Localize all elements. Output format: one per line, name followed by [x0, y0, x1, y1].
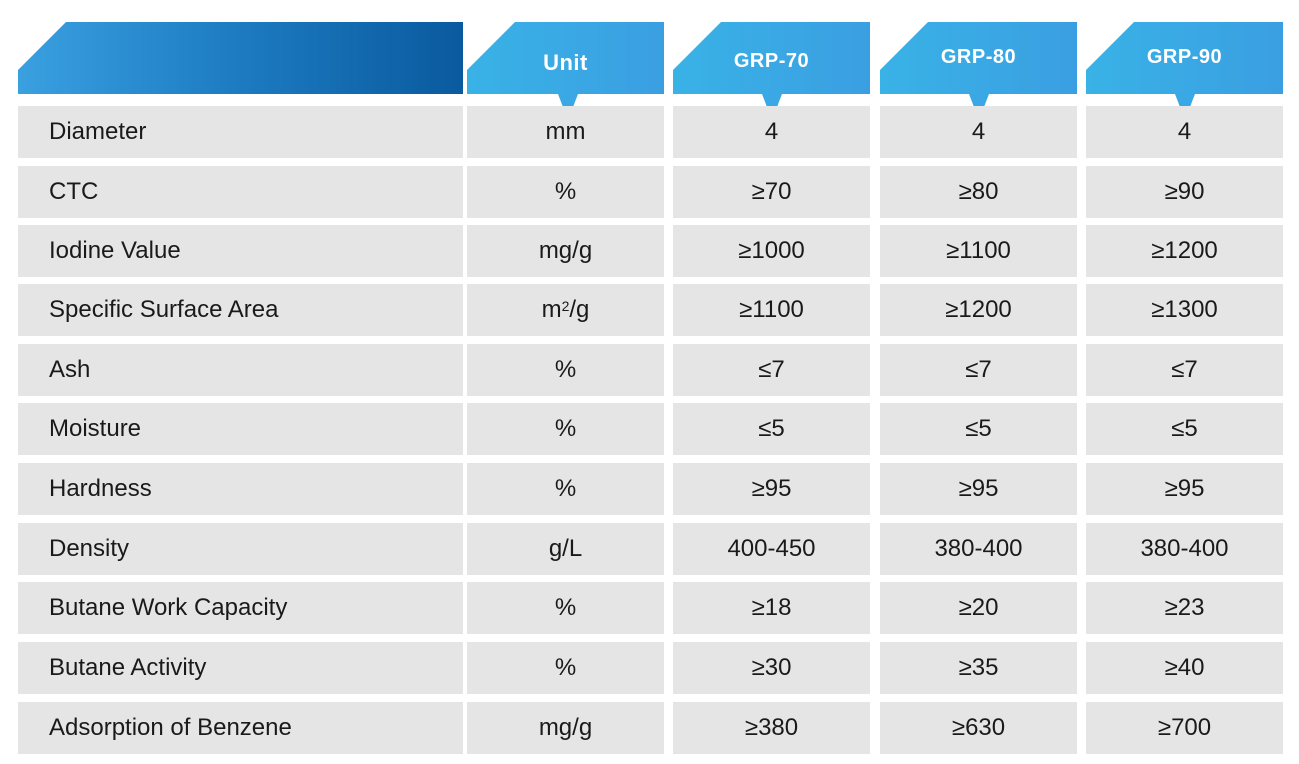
property-cell: Specific Surface Area	[18, 284, 463, 336]
value-cell: ≤7	[880, 344, 1077, 396]
unit-cell: %	[467, 463, 664, 515]
value-cell: 380-400	[880, 523, 1077, 575]
value-cell: ≤5	[1086, 403, 1283, 455]
value-cell: 400-450	[673, 523, 870, 575]
property-cell: Butane Work Capacity	[18, 582, 463, 634]
value-cell: ≥1200	[1086, 225, 1283, 277]
value-cell: ≥90	[1086, 166, 1283, 218]
unit-superscript: 2	[561, 298, 570, 314]
unit-cell: %	[467, 166, 664, 218]
unit-header-label: Unit	[543, 50, 588, 75]
value-cell: 4	[673, 106, 870, 158]
property-cell: Hardness	[18, 463, 463, 515]
value-cell: ≤7	[673, 344, 870, 396]
property-cell: Butane Activity	[18, 642, 463, 694]
value-cell: ≤5	[673, 403, 870, 455]
value-cell: ≥70	[673, 166, 870, 218]
corner-header-bg	[18, 22, 463, 94]
property-cell: Density	[18, 523, 463, 575]
value-cell: ≥35	[880, 642, 1077, 694]
value-cell: ≥80	[880, 166, 1077, 218]
value-cell: 380-400	[1086, 523, 1283, 575]
corner-header	[18, 22, 463, 94]
unit-cell: %	[467, 403, 664, 455]
value-cell: ≥630	[880, 702, 1077, 754]
column-header-label: GRP-70	[733, 50, 810, 72]
value-cell: ≥18	[673, 582, 870, 634]
column-header-grp-80: GRP-80	[880, 22, 1077, 94]
value-cell: ≥23	[1086, 582, 1283, 634]
value-cell: ≥1100	[880, 225, 1077, 277]
value-cell: ≥1300	[1086, 284, 1283, 336]
value-cell: 4	[880, 106, 1077, 158]
value-cell: ≥95	[880, 463, 1077, 515]
unit-header: Unit	[467, 22, 664, 94]
unit-cell: m 2/g	[467, 284, 664, 336]
unit-base: m	[541, 296, 562, 323]
value-cell: ≥95	[1086, 463, 1283, 515]
unit-cell: mg/g	[467, 225, 664, 277]
unit-cell: %	[467, 344, 664, 396]
property-cell: Adsorption of Benzene	[18, 702, 463, 754]
value-cell: ≥700	[1086, 702, 1283, 754]
column-header-label: GRP-80	[940, 46, 1017, 68]
property-cell: Ash	[18, 344, 463, 396]
column-header-grp-70: GRP-70	[673, 22, 870, 94]
unit-cell: mm	[467, 106, 664, 158]
value-cell: ≤5	[880, 403, 1077, 455]
value-cell: 4	[1086, 106, 1283, 158]
property-cell: Diameter	[18, 106, 463, 158]
value-cell: ≥1100	[673, 284, 870, 336]
value-cell: ≥380	[673, 702, 870, 754]
value-cell: ≥30	[673, 642, 870, 694]
value-cell: ≥40	[1086, 642, 1283, 694]
value-cell: ≤7	[1086, 344, 1283, 396]
unit-cell: g/L	[467, 523, 664, 575]
value-cell: ≥1000	[673, 225, 870, 277]
column-header-label: GRP-90	[1146, 46, 1223, 68]
value-cell: ≥95	[673, 463, 870, 515]
unit-cell: mg/g	[467, 702, 664, 754]
value-cell: ≥20	[880, 582, 1077, 634]
property-cell: Iodine Value	[18, 225, 463, 277]
unit-rest: /g	[569, 296, 590, 323]
unit-cell: %	[467, 582, 664, 634]
unit-cell: %	[467, 642, 664, 694]
value-cell: ≥1200	[880, 284, 1077, 336]
property-cell: CTC	[18, 166, 463, 218]
property-cell: Moisture	[18, 403, 463, 455]
column-header-grp-90: GRP-90	[1086, 22, 1283, 94]
